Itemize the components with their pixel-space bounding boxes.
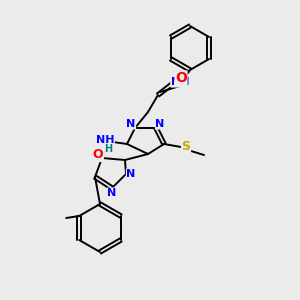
Text: S: S xyxy=(182,140,190,154)
Text: NH: NH xyxy=(171,77,189,87)
Text: N: N xyxy=(107,188,117,198)
Text: N: N xyxy=(126,169,136,179)
Text: N: N xyxy=(126,119,136,129)
Text: N: N xyxy=(155,119,165,129)
Text: O: O xyxy=(175,71,187,85)
Text: NH: NH xyxy=(96,135,114,145)
Text: O: O xyxy=(93,148,103,161)
Text: H: H xyxy=(104,144,112,154)
